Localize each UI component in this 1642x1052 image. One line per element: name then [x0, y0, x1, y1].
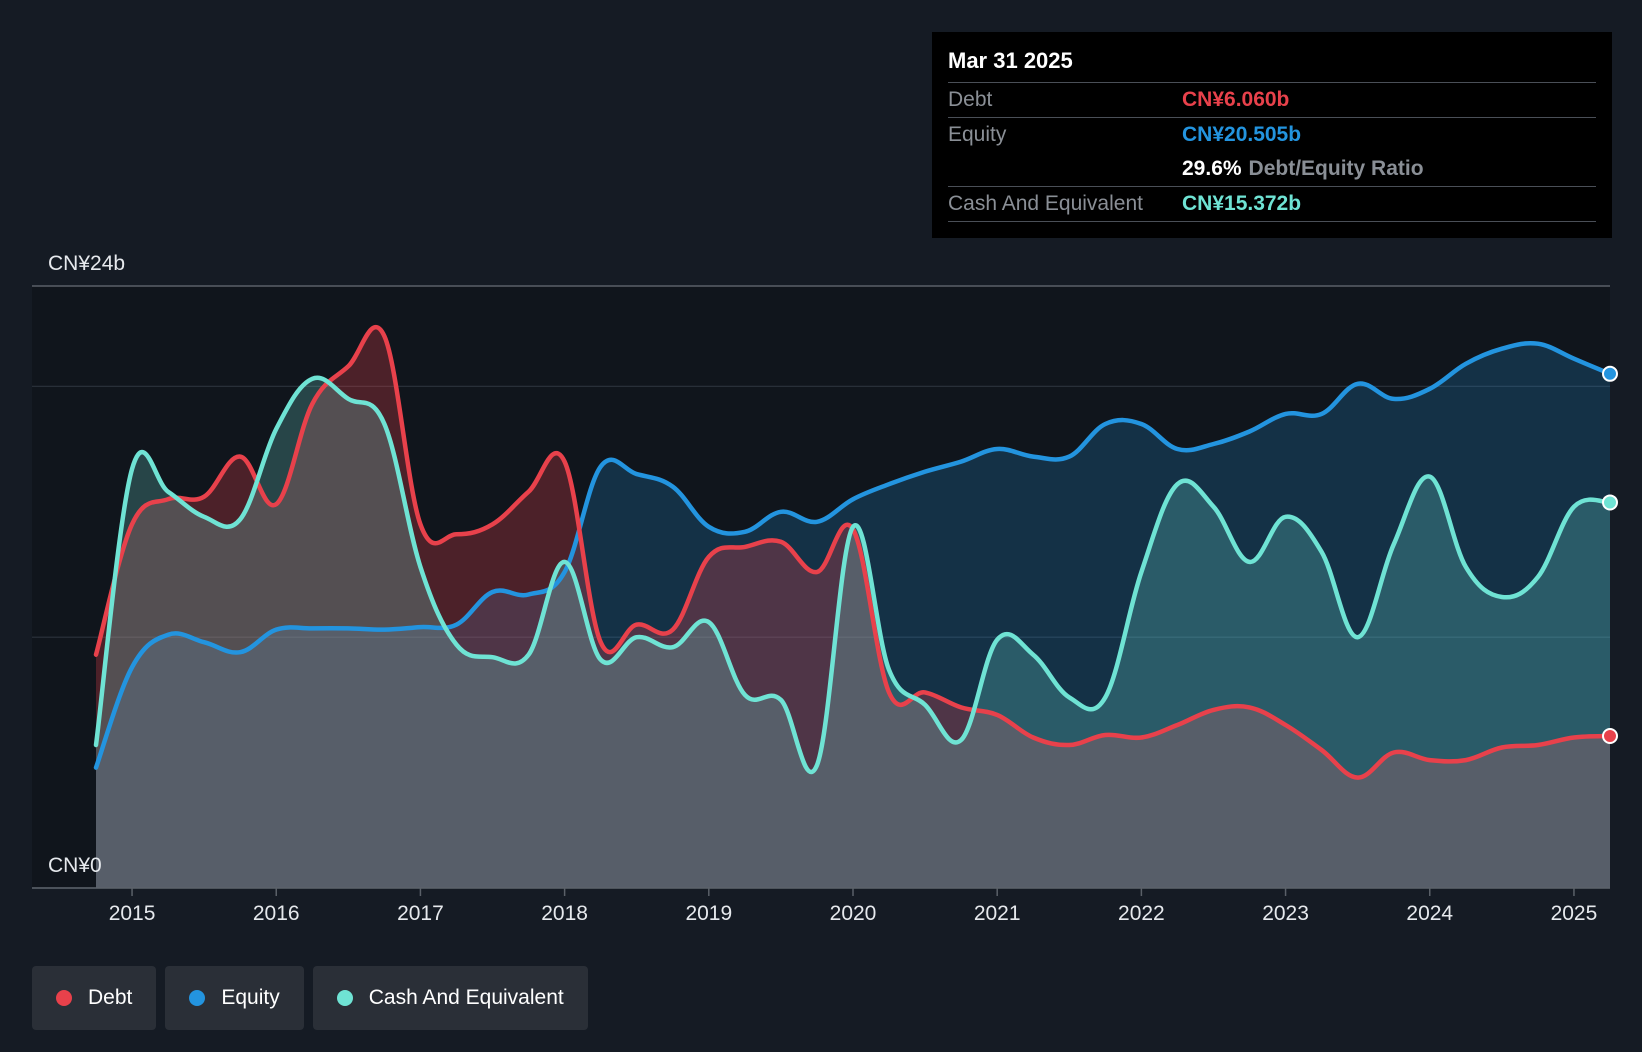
x-tick-label: 2023 [1262, 902, 1309, 925]
tooltip-debt-value: CN¥6.060b [1182, 88, 1290, 111]
x-tick-label: 2017 [397, 902, 444, 925]
x-tick-label: 2024 [1406, 902, 1453, 925]
series-endpoints [1602, 365, 1618, 744]
y-tick-label: CN¥24b [48, 252, 125, 275]
y-axis-labels: CN¥24b CN¥0 [48, 252, 125, 877]
equity-area [96, 343, 1610, 888]
debt-line [93, 324, 1613, 780]
tooltip-panel: Mar 31 2025 Debt CN¥6.060b Equity CN¥20.… [932, 32, 1612, 238]
tooltip-debt-row: Debt CN¥6.060b [948, 82, 1596, 117]
x-tick-label: 2018 [541, 902, 588, 925]
legend-item-equity[interactable]: Equity [165, 966, 304, 1030]
tooltip-ratio-value: 29.6% [1182, 157, 1242, 180]
legend-item-debt[interactable]: Debt [32, 966, 157, 1030]
legend-label-cash: Cash And Equivalent [368, 986, 564, 1009]
legend: Debt Equity Cash And Equivalent [32, 966, 597, 1030]
tooltip-cash-value: CN¥15.372b [1182, 192, 1302, 215]
cash-and-equivalent-line [93, 375, 1613, 775]
series-lines [93, 324, 1613, 780]
tooltip-ratio-label: Debt/Equity Ratio [1248, 157, 1424, 180]
legend-item-cash[interactable]: Cash And Equivalent [312, 966, 588, 1030]
cash-and-equivalent-endpoint [1602, 494, 1618, 511]
x-tick-label: 2016 [253, 902, 300, 925]
debt-area [96, 327, 1610, 888]
x-tick-label: 2015 [109, 902, 156, 925]
equity-line [93, 340, 1613, 770]
equity-endpoint [1602, 365, 1618, 382]
series-areas [96, 327, 1610, 888]
legend-dot-equity [189, 990, 206, 1006]
x-tick-label: 2021 [974, 902, 1021, 925]
x-axis-ticks: 2015 2016 2017 2018 2019 2020 2021 2022 2023 2024… [32, 887, 1610, 925]
tooltip-date: Mar 31 2025 [948, 48, 1073, 73]
tooltip-cash-row: Cash And Equivalent CN¥15.372b [948, 186, 1596, 222]
tooltip-debt-label: Debt [948, 88, 993, 111]
tooltip-equity-value: CN¥20.505b [1182, 123, 1302, 146]
tooltip-cash-label: Cash And Equivalent [948, 192, 1143, 215]
debt-endpoint [1602, 727, 1618, 744]
x-tick-label: 2019 [685, 902, 732, 925]
x-tick-label: 2022 [1118, 902, 1165, 925]
legend-dot-cash [336, 990, 353, 1006]
tooltip-equity-row: Equity CN¥20.505b [948, 117, 1596, 152]
tooltip-ratio-row: 29.6% Debt/Equity Ratio [948, 152, 1596, 186]
cash-and-equivalent-area [96, 377, 1610, 888]
tooltip-equity-label: Equity [948, 123, 1007, 146]
x-tick-label: 2020 [830, 902, 877, 925]
legend-label-equity: Equity [221, 986, 280, 1009]
y-tick-label: CN¥0 [48, 854, 102, 877]
legend-label-debt: Debt [88, 986, 133, 1009]
legend-dot-debt [56, 990, 72, 1006]
x-tick-label: 2025 [1551, 902, 1598, 925]
